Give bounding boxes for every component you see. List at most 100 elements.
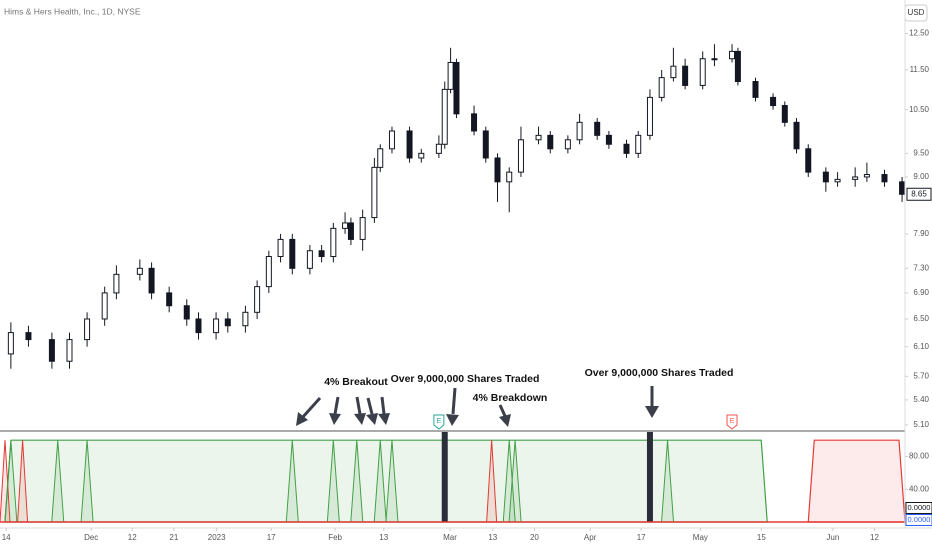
candle-body (306, 250, 313, 269)
y-tick-label: 40.00 (909, 484, 930, 493)
candle-body (195, 318, 202, 334)
x-tick-label: 13 (379, 533, 388, 542)
candle-body (863, 174, 870, 178)
candle-body (406, 130, 413, 159)
candle-body (418, 152, 425, 159)
currency[interactable]: USD (908, 8, 925, 17)
x-tick-label: Jun (826, 533, 839, 542)
candle-body (48, 339, 55, 362)
candle-body (793, 121, 800, 150)
x-tick-label: Feb (328, 533, 342, 542)
y-tick-label: 6.90 (913, 288, 929, 297)
candle-body (658, 77, 665, 98)
candle-body (699, 58, 706, 86)
candle-body (318, 250, 325, 258)
y-tick-label: 80.00 (909, 452, 930, 461)
candle-body (136, 267, 143, 275)
last-value-box (905, 514, 932, 526)
y-tick-label: 5.10 (913, 420, 929, 429)
candle-body (166, 292, 173, 307)
candle-body (852, 176, 859, 180)
candle-body (822, 171, 829, 183)
candle-body (447, 61, 454, 90)
x-tick-label: 12 (870, 533, 879, 542)
annotation-arrows (296, 386, 659, 427)
y-tick-label: 9.50 (913, 148, 929, 157)
last-price-box (906, 187, 932, 201)
candle-body (388, 130, 395, 150)
annotation: Over 9,000,000 Shares Traded (585, 367, 734, 379)
candle-body (359, 217, 366, 240)
last-value-label: 0.0000 (908, 515, 931, 524)
y-tick-label: 12.50 (909, 29, 930, 38)
candle-body (347, 222, 354, 240)
main-pane (7, 44, 906, 369)
candle-body (576, 121, 583, 141)
candle-body (781, 105, 788, 123)
y-tick-label: 7.90 (913, 229, 929, 238)
x-tick-label: 13 (488, 533, 497, 542)
candle-body (84, 318, 91, 341)
candle-body (224, 318, 231, 327)
y-tick-label: 7.30 (913, 263, 929, 272)
chart-title: Hims & Hers Health, Inc., 1D, NYSE (4, 6, 141, 16)
volume-signal (646, 432, 653, 522)
candle-body (101, 292, 108, 320)
candle-body (729, 50, 736, 60)
y-tick-label: 10.50 (909, 105, 930, 114)
candle-body (605, 134, 612, 145)
x-tick-label: Mar (443, 533, 457, 542)
x-tick-label: Dec (84, 533, 98, 542)
candle-body (494, 157, 501, 183)
volume-signal (441, 432, 448, 522)
candle-body (834, 178, 841, 183)
earnings-label: E (437, 418, 442, 425)
last-value-box (905, 502, 932, 514)
y-tick-label: 5.40 (913, 395, 929, 404)
x-tick-label: 2023 (208, 533, 226, 542)
indicator-pane (0, 432, 906, 523)
candle-body (377, 148, 384, 168)
candle-body (805, 148, 812, 173)
candle-body (441, 88, 448, 145)
y-tick-label: 11.50 (910, 65, 930, 74)
x-tick-label: 12 (128, 533, 137, 542)
candle-body (734, 50, 741, 83)
y-tick-label: 9.00 (913, 172, 929, 181)
y-tick-label: 6.10 (913, 342, 929, 351)
candle-body (330, 227, 337, 258)
candle-body (183, 305, 190, 320)
candle-body (471, 113, 478, 132)
candle-body (289, 238, 296, 269)
candle-body (435, 143, 442, 154)
candle-body (682, 65, 689, 86)
candle-body (148, 267, 155, 294)
candle-body (506, 171, 513, 183)
x-tick-label: 15 (757, 533, 766, 542)
last-price-label: 8.65 (911, 189, 927, 198)
y-tick-label: 5.70 (913, 371, 929, 380)
candle-body (254, 286, 261, 313)
candle-body (770, 96, 777, 107)
candle-body (623, 143, 630, 154)
candle-body (564, 139, 571, 150)
x-tick-label: 14 (2, 533, 11, 542)
candle-body (265, 256, 272, 288)
x-tick-label: May (693, 533, 708, 542)
y-tick-label: 6.50 (913, 314, 929, 323)
x-tick-label: 17 (267, 533, 276, 542)
candle-body (752, 81, 759, 98)
x-tick-label: Apr (584, 533, 597, 542)
candle-body (113, 273, 120, 294)
candle-body (899, 181, 906, 195)
candle-body (670, 65, 677, 79)
candle-body (547, 134, 554, 150)
candle-body (213, 318, 220, 334)
candle-body (881, 174, 888, 183)
candle-body (371, 166, 378, 219)
candle-body (594, 121, 601, 136)
signal-zone (807, 439, 906, 523)
annotation: Over 9,000,000 Shares Traded (391, 373, 540, 385)
